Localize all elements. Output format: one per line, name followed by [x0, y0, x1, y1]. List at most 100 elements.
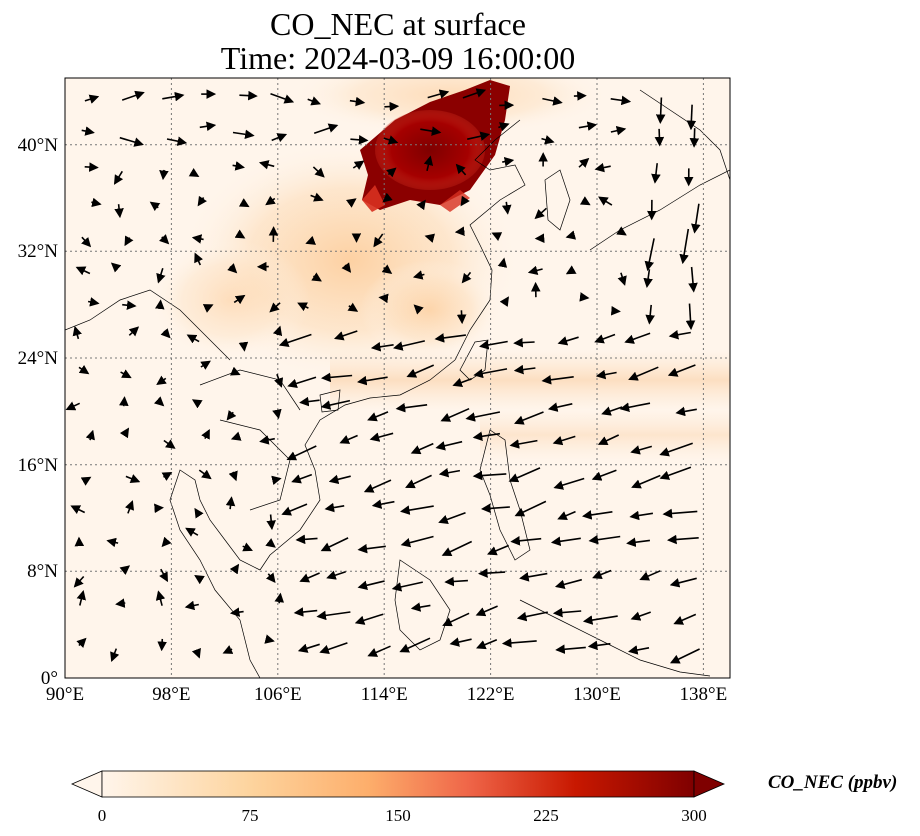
wind-arrow	[541, 135, 555, 145]
map-plot-area	[65, 78, 730, 678]
wind-arrow	[312, 166, 325, 178]
colorbar-tick-label: 150	[385, 806, 411, 825]
wind-arrow	[65, 401, 81, 411]
lon-tick-labels: 90°E 98°E 106°E 114°E 122°E 130°E 138°E	[46, 684, 727, 705]
wind-arrow	[601, 406, 623, 416]
map-timestamp: Time: 2024-03-09 16:00:00	[220, 40, 576, 76]
wind-arrow	[688, 266, 698, 293]
wind-arrow	[659, 466, 692, 480]
colorbar-extend-max	[693, 770, 726, 798]
wind-arrow	[162, 91, 185, 102]
wind-arrow	[550, 536, 581, 547]
wind-arrow	[363, 479, 392, 493]
wind-arrow	[229, 366, 241, 376]
wind-arrow	[395, 402, 428, 413]
wind-arrow	[462, 88, 487, 99]
wind-arrow	[619, 402, 651, 412]
wind-arrow	[270, 92, 295, 104]
wind-arrow	[259, 435, 275, 445]
wind-arrow	[159, 169, 169, 181]
wind-arrow	[200, 360, 211, 370]
colorbar-tick-label: 0	[98, 806, 107, 825]
wind-arrow	[472, 431, 501, 442]
wind-arrow	[197, 195, 207, 207]
wind-arrow	[654, 128, 665, 147]
wind-arrow	[655, 97, 666, 124]
wind-arrow	[299, 572, 320, 583]
lon-tick-label: 122°E	[467, 684, 515, 705]
wind-arrow	[579, 292, 590, 302]
plume-coast	[360, 260, 500, 360]
wind-arrow	[617, 272, 627, 286]
wind-arrow	[481, 503, 510, 514]
lat-tick-label: 40°N	[18, 135, 59, 156]
wind-arrow	[475, 605, 498, 617]
wind-arrow	[383, 135, 399, 145]
wind-arrow	[119, 396, 129, 407]
wind-arrow	[669, 577, 697, 588]
wind-arrow	[465, 411, 501, 422]
wind-arrow	[239, 90, 258, 101]
colorbar-tick-label: 300	[681, 806, 707, 825]
wind-arrow	[194, 252, 203, 266]
wind-arrow	[157, 638, 167, 652]
lat-tick-label: 32°N	[18, 241, 59, 262]
wind-arrow	[399, 637, 431, 653]
wind-arrow	[689, 128, 700, 148]
wind-arrow	[565, 265, 577, 275]
wind-arrow	[350, 135, 369, 145]
wind-arrow	[441, 540, 473, 556]
lon-tick-label: 90°E	[46, 684, 84, 705]
lon-tick-label: 114°E	[361, 684, 408, 705]
wind-arrow	[339, 434, 358, 444]
wind-arrow	[478, 568, 506, 578]
wind-arrow	[393, 340, 425, 351]
wind-arrow	[201, 428, 210, 440]
wind-arrow	[534, 207, 547, 220]
wind-arrow	[232, 129, 255, 140]
wind-arrow	[508, 467, 541, 483]
wind-arrow	[434, 333, 467, 343]
wind-arrow	[367, 645, 391, 657]
wind-arrow	[691, 203, 701, 234]
wind-arrow	[629, 510, 654, 521]
wind-arrow	[595, 369, 617, 380]
wind-arrow	[70, 505, 86, 515]
wind-arrow	[542, 96, 563, 106]
wind-arrow	[124, 235, 134, 247]
wind-arrow	[110, 648, 120, 662]
wind-arrow	[487, 544, 510, 556]
wind-arrow	[357, 543, 386, 554]
wind-arrow	[579, 196, 591, 206]
wind-arrow	[347, 302, 359, 312]
wind-arrow	[557, 510, 576, 521]
wind-arrow	[194, 507, 204, 519]
wind-arrow	[369, 432, 394, 442]
wind-arrow	[628, 645, 650, 655]
wind-arrow	[552, 435, 576, 446]
wind-arrow	[128, 326, 140, 337]
wind-arrow	[597, 434, 620, 446]
wind-arrow	[405, 474, 432, 489]
map-title: CO_NEC at surface	[270, 6, 526, 42]
wind-arrow	[311, 272, 322, 282]
wind-arrow	[76, 637, 87, 648]
wind-arrow	[367, 411, 389, 422]
wind-arrow	[161, 471, 173, 481]
wind-arrow	[435, 440, 463, 451]
wind-arrow	[119, 565, 131, 576]
wind-arrow	[400, 505, 434, 515]
wind-arrow	[406, 364, 435, 378]
wind-arrow	[423, 155, 434, 171]
colorbar: 0 75 150 225 300	[70, 770, 726, 825]
wind-arrow	[547, 402, 573, 412]
wind-arrow	[110, 262, 122, 273]
wind-arrow	[440, 407, 470, 422]
lon-tick-label: 130°E	[573, 684, 621, 705]
wind-arrow	[378, 293, 389, 304]
lon-tick-label: 98°E	[152, 684, 190, 705]
wind-arrow	[265, 572, 276, 584]
wind-arrow	[191, 647, 201, 659]
wind-arrow	[91, 197, 102, 208]
